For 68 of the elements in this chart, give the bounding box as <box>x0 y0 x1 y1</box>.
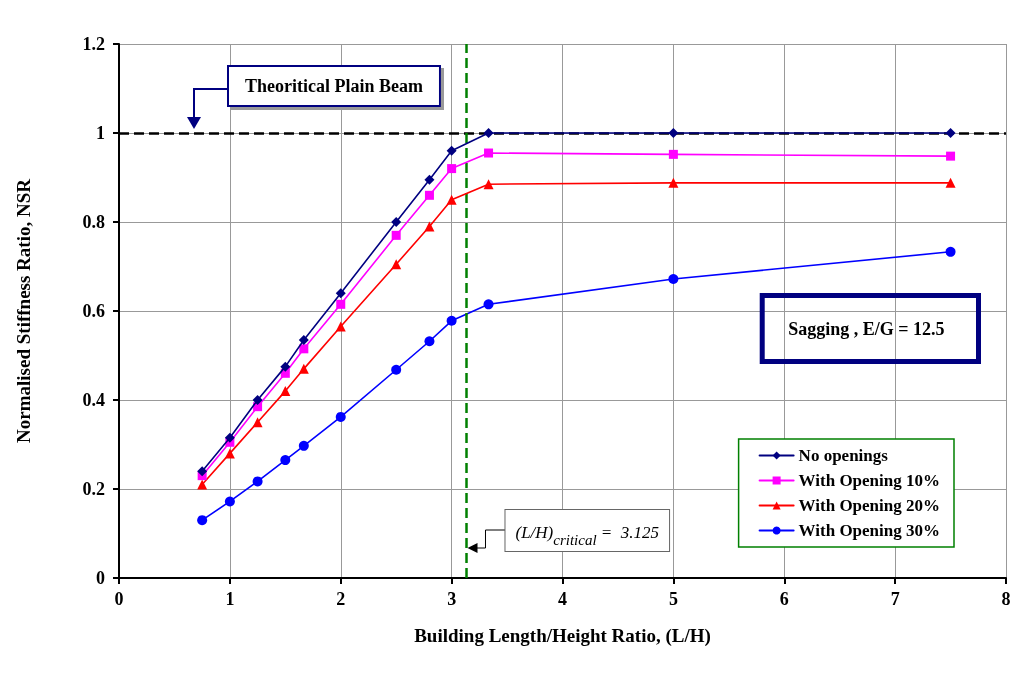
point <box>483 128 494 138</box>
point <box>945 177 956 188</box>
point <box>335 321 346 332</box>
y-tick-label: 1 <box>96 123 105 143</box>
point <box>391 364 402 375</box>
point <box>335 288 346 299</box>
point <box>298 334 309 345</box>
y-tick-label: 0.4 <box>82 390 105 410</box>
legend-label: With Opening 10% <box>798 471 940 490</box>
point <box>424 190 434 200</box>
y-tick-label: 1.2 <box>82 34 105 54</box>
legend-label: No openings <box>798 446 889 465</box>
x-axis-title: Building Length/Height Ratio, (L/H) <box>414 625 711 647</box>
point <box>446 315 457 326</box>
point <box>197 479 208 490</box>
point <box>391 230 401 240</box>
point <box>446 145 457 156</box>
annotation: Sagging , E/G = 12.5 <box>788 318 945 339</box>
point <box>668 149 678 159</box>
x-tick-label: 8 <box>1001 589 1011 609</box>
y-axis-title: Normalised Stiffness Ratio, NSR <box>13 178 34 443</box>
point <box>197 466 208 477</box>
point <box>252 395 263 405</box>
point <box>483 299 494 310</box>
point <box>280 455 291 466</box>
x-tick-label: 3 <box>447 589 457 609</box>
point <box>335 411 346 422</box>
x-tick-label: 4 <box>558 589 567 609</box>
point <box>945 246 956 257</box>
point <box>197 515 208 526</box>
point <box>224 432 235 443</box>
point <box>336 299 346 309</box>
point <box>299 344 309 354</box>
y-tick-label: 0.2 <box>82 479 105 499</box>
point <box>668 273 679 284</box>
legend-label: With Opening 20% <box>798 496 940 515</box>
x-tick-label: 1 <box>225 589 235 609</box>
point <box>224 448 235 459</box>
x-tick-label: 2 <box>336 589 346 609</box>
point <box>280 386 291 397</box>
point <box>280 361 291 372</box>
point <box>391 259 402 270</box>
point <box>298 440 309 451</box>
point <box>298 363 309 374</box>
point <box>391 217 402 227</box>
point <box>224 496 235 507</box>
ref-line-label: Theoritical Plain Beam <box>245 76 423 96</box>
y-tick-label: 0.6 <box>82 301 105 321</box>
point <box>483 179 494 190</box>
x-tick-label: 0 <box>114 589 124 609</box>
point <box>252 417 263 428</box>
point <box>447 164 457 174</box>
x-tick-label: 7 <box>890 589 900 609</box>
point <box>446 194 457 205</box>
point <box>946 151 956 161</box>
point <box>668 177 679 188</box>
point <box>424 221 435 232</box>
legend-label: With Opening 30% <box>798 521 940 540</box>
point <box>424 174 435 185</box>
point <box>945 128 956 138</box>
point <box>668 128 679 138</box>
y-tick-label: 0 <box>96 568 105 588</box>
x-tick-label: 5 <box>668 589 678 609</box>
point <box>484 148 494 158</box>
y-tick-label: 0.8 <box>82 212 105 232</box>
point <box>252 476 263 487</box>
point <box>424 336 435 347</box>
x-tick-label: 6 <box>779 589 789 609</box>
